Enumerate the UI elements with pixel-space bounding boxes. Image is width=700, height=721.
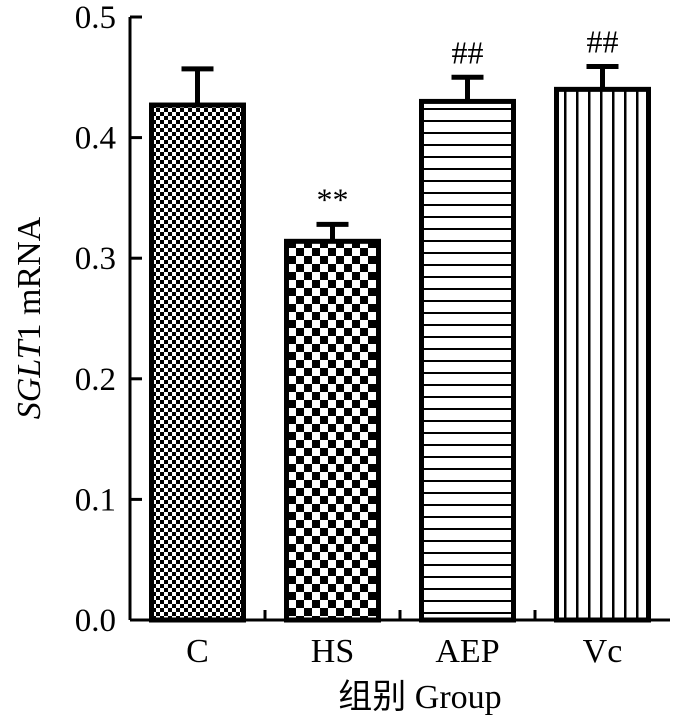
y-tick-label: 0.3 [75,241,116,277]
y-tick-label: 0.5 [75,0,116,36]
y-axis-label-italic: SGLT [11,338,48,419]
bars: ** ## ## [149,23,651,623]
axes: 0.0 0.1 0.2 0.3 0.4 0.5 C HS AEP Vc [75,0,670,670]
x-tick-label-HS: HS [311,633,354,670]
bar-C [149,102,246,623]
x-axis-label: 组别 Group [338,678,501,716]
x-tick-label-Vc: Vc [583,633,623,670]
y-tick-label: 0.1 [75,482,116,518]
y-tick-label: 0.4 [75,121,116,157]
bar-HS [284,238,381,623]
x-tick-label-C: C [186,633,209,670]
bar-Vc [554,86,651,623]
bar-annotation-Vc: ## [587,23,619,59]
y-tick-label: 0.0 [75,603,116,639]
bar-annotation-HS: ** [317,181,349,217]
y-axis-label: SGLT1 mRNA [11,216,48,419]
bar-annotation-AEP: ## [452,34,484,70]
y-tick-label: 0.2 [75,362,116,398]
y-axis-label-rest: 1 mRNA [11,216,48,340]
bar-AEP [419,98,516,623]
x-tick-label-AEP: AEP [435,633,499,670]
